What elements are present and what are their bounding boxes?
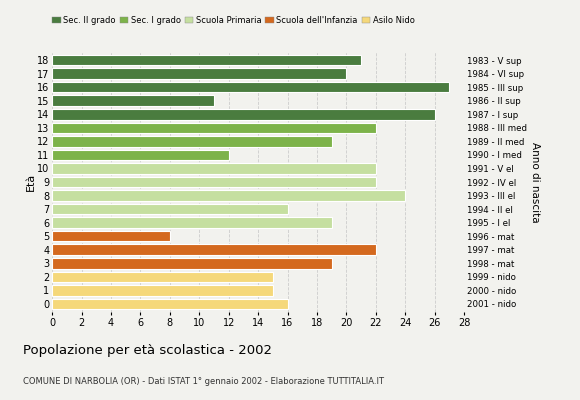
Bar [52,109,434,120]
Bar [52,68,346,79]
Bar [52,190,405,201]
Text: Popolazione per età scolastica - 2002: Popolazione per età scolastica - 2002 [23,344,272,357]
Bar [52,150,229,160]
Legend: Sec. II grado, Sec. I grado, Scuola Primaria, Scuola dell'Infanzia, Asilo Nido: Sec. II grado, Sec. I grado, Scuola Prim… [52,16,415,25]
Bar [52,82,450,92]
Bar [52,231,170,242]
Text: COMUNE DI NARBOLIA (OR) - Dati ISTAT 1° gennaio 2002 - Elaborazione TUTTITALIA.I: COMUNE DI NARBOLIA (OR) - Dati ISTAT 1° … [23,377,384,386]
Bar [52,244,376,255]
Y-axis label: Anno di nascita: Anno di nascita [530,142,539,222]
Bar [52,204,288,214]
Bar [52,136,332,147]
Bar [52,96,214,106]
Bar [52,285,273,296]
Y-axis label: Età: Età [26,173,35,191]
Bar [52,258,332,268]
Bar [52,122,376,133]
Bar [52,217,332,228]
Bar [52,55,361,66]
Bar [52,177,376,187]
Bar [52,163,376,174]
Bar [52,272,273,282]
Bar [52,298,288,309]
